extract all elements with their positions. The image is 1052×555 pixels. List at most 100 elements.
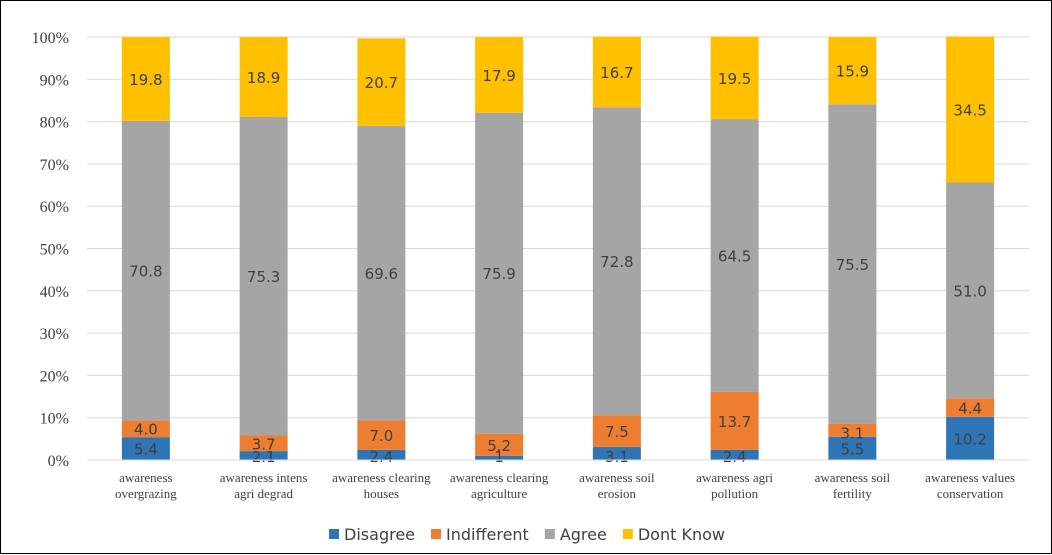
legend-swatch bbox=[431, 529, 442, 539]
data-label: 3.1 bbox=[840, 425, 864, 443]
bar-segment bbox=[239, 37, 288, 117]
bar-segment bbox=[710, 36, 759, 120]
bar-segment bbox=[710, 391, 759, 450]
bar-segment bbox=[592, 36, 641, 108]
x-category-label: fertility bbox=[833, 486, 872, 501]
y-tick-label: 40% bbox=[40, 284, 69, 301]
x-category-label: conservation bbox=[937, 486, 1004, 501]
bar-segment bbox=[710, 119, 759, 392]
bar-segment bbox=[710, 449, 759, 460]
bar-segment bbox=[475, 112, 524, 434]
y-tick-label: 0% bbox=[48, 453, 69, 470]
bar-segment bbox=[357, 125, 406, 421]
x-category-label: agri degrad bbox=[234, 486, 293, 501]
data-label: 2.4 bbox=[369, 448, 393, 466]
bar-segment bbox=[239, 451, 288, 460]
bar-segment bbox=[239, 116, 288, 436]
y-tick-label: 80% bbox=[40, 115, 69, 132]
bar-segment bbox=[121, 37, 170, 121]
y-tick-label: 100% bbox=[32, 30, 69, 47]
bar-segment bbox=[592, 107, 641, 416]
x-category-label: pollution bbox=[711, 486, 758, 501]
bar-segment bbox=[357, 449, 406, 460]
x-category-label: awareness clearing bbox=[332, 470, 431, 485]
bar-segment bbox=[239, 435, 288, 452]
bar-segment bbox=[475, 433, 524, 456]
bar-segment bbox=[828, 104, 877, 424]
data-label: 5.2 bbox=[487, 437, 511, 455]
data-label: 70.8 bbox=[129, 262, 162, 280]
bar-segment bbox=[946, 182, 995, 399]
legend-swatch bbox=[329, 529, 340, 539]
x-category-label: awareness bbox=[119, 470, 172, 485]
x-category-label: houses bbox=[364, 486, 399, 501]
data-label: 20.7 bbox=[365, 74, 398, 92]
data-label: 19.5 bbox=[718, 70, 751, 88]
data-label: 18.9 bbox=[247, 69, 280, 87]
bar-segment bbox=[357, 420, 406, 450]
data-label: 7.0 bbox=[369, 427, 393, 445]
x-category-label: agriculture bbox=[471, 486, 528, 501]
bar-segment bbox=[357, 38, 406, 126]
bar-segment bbox=[592, 415, 641, 447]
legend-label: Disagree bbox=[344, 525, 415, 544]
x-category-label: awareness intens bbox=[220, 470, 308, 485]
data-label: 2.4 bbox=[723, 448, 747, 466]
bar-segment bbox=[475, 37, 524, 113]
x-category-label: overgrazing bbox=[115, 486, 177, 501]
data-label: 69.6 bbox=[365, 265, 398, 283]
data-label: 51.0 bbox=[953, 282, 986, 300]
x-category-label: awareness clearing bbox=[450, 470, 549, 485]
x-category-label: awareness agri bbox=[696, 470, 773, 485]
data-label: 19.8 bbox=[129, 71, 162, 89]
y-tick-label: 50% bbox=[40, 242, 69, 259]
bar-segment bbox=[828, 423, 877, 437]
bar-segment bbox=[121, 437, 170, 460]
y-tick-label: 10% bbox=[40, 411, 69, 428]
data-labels: 5.4 4.0 70.8 19.8 2.13.7 75.3 18.9 2.4 7.0 69.6 20… bbox=[129, 63, 987, 466]
bar-segment bbox=[946, 398, 995, 417]
data-label: 13.7 bbox=[718, 413, 751, 431]
x-category-label: awareness soil bbox=[815, 470, 891, 485]
data-label: 15.9 bbox=[836, 63, 869, 81]
bar-segment bbox=[475, 455, 524, 460]
y-tick-label: 60% bbox=[40, 199, 69, 216]
data-label: 16.7 bbox=[600, 64, 633, 82]
data-label: 75.5 bbox=[836, 256, 869, 274]
data-label: 17.9 bbox=[482, 67, 515, 85]
data-label: 64.5 bbox=[718, 247, 751, 265]
bar-segment bbox=[946, 416, 995, 460]
x-category-label: awareness soil bbox=[579, 470, 655, 485]
data-label: 75.9 bbox=[482, 265, 515, 283]
legend: Disagree Indifferent Agree Dont Know bbox=[329, 525, 725, 544]
data-label: 5.5 bbox=[840, 440, 864, 458]
y-tick-label: 90% bbox=[40, 72, 69, 89]
data-label: 34.5 bbox=[953, 102, 986, 120]
y-tick-label: 30% bbox=[40, 326, 69, 343]
data-label: 2.1 bbox=[252, 448, 276, 466]
data-label: 5.4 bbox=[134, 441, 158, 459]
data-label: 1 bbox=[494, 448, 504, 466]
data-label: 4.0 bbox=[134, 421, 158, 439]
data-label: 7.5 bbox=[605, 423, 629, 441]
data-label: 3.7 bbox=[252, 435, 276, 453]
bar-segment bbox=[121, 120, 170, 421]
bar-segment bbox=[121, 420, 170, 438]
bar-segment bbox=[946, 36, 995, 183]
y-tick-label: 20% bbox=[40, 368, 69, 385]
data-label: 72.8 bbox=[600, 253, 633, 271]
x-category-label: awareness values bbox=[925, 470, 1015, 485]
legend-swatch bbox=[544, 529, 555, 539]
bars bbox=[121, 36, 995, 460]
data-label: 3.1 bbox=[605, 448, 629, 466]
legend-label: Dont Know bbox=[638, 525, 725, 544]
x-category-label: erosion bbox=[598, 486, 637, 501]
bar-segment bbox=[592, 446, 641, 460]
data-label: 4.4 bbox=[958, 400, 982, 418]
bar-segment bbox=[828, 37, 877, 105]
gridlines bbox=[87, 36, 1029, 461]
y-tick-label: 70% bbox=[40, 157, 69, 174]
